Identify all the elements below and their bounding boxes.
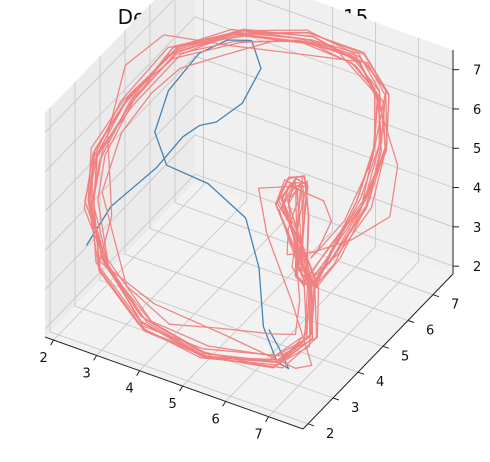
grid-line-y: [74, 82, 334, 399]
grid-line-x: [268, 37, 420, 418]
x-tick-mark: [136, 370, 141, 376]
y-tick-label: 2: [326, 427, 334, 442]
x-tick-label: 6: [211, 412, 219, 427]
x-tick-label: 7: [254, 428, 262, 443]
y-tick-label: 5: [401, 349, 409, 364]
x-tick-mark: [93, 355, 98, 361]
series-loop-5: [99, 34, 386, 369]
y-tick-label: 6: [426, 324, 434, 339]
grid-line-x: [182, 7, 334, 387]
x-tick-mark: [179, 385, 184, 392]
grid-line-z: [44, 0, 454, 133]
y-tick-label: 7: [451, 298, 459, 313]
x-axis-line: [44, 336, 304, 430]
x-tick-mark: [222, 401, 227, 407]
left-wall-pane: [45, 0, 195, 337]
grid-line-z: [44, 173, 454, 330]
y-axis-line: [302, 273, 454, 430]
z-tick-label: 5: [473, 142, 481, 157]
series-trajectory-0: [85, 39, 290, 370]
y-tick-mark: [332, 397, 340, 401]
x-tick-mark: [50, 339, 55, 346]
z-tick-label: 7: [473, 64, 481, 79]
grid-line-y: [49, 107, 309, 425]
grid-line-z: [44, 94, 454, 251]
data-series: [83, 28, 399, 370]
y-tick-label: 4: [376, 375, 384, 390]
y-tick-mark: [382, 345, 390, 349]
grid-line-x: [53, 0, 205, 341]
x-tick-label: 4: [125, 382, 133, 397]
series-loop-13: [89, 30, 379, 364]
series-loop-0: [101, 39, 399, 336]
x-tick-mark: [265, 416, 270, 422]
x-tick-label: 3: [82, 366, 90, 381]
y-tick-label: 3: [351, 401, 359, 416]
grid-line-y: [124, 30, 384, 347]
series-loop-9: [91, 32, 387, 369]
x-tick-label: 2: [39, 351, 47, 366]
y-tick-mark: [357, 371, 365, 375]
z-tick-label: 3: [473, 221, 481, 236]
y-tick-mark: [307, 423, 315, 427]
y-tick-mark: [432, 294, 440, 298]
axis-lines: [44, 50, 454, 430]
x-tick-label: 5: [168, 397, 176, 412]
axis-panes: [45, 0, 453, 429]
y-tick-mark: [407, 320, 415, 323]
back-wall-pane: [195, 0, 453, 274]
z-tick-label: 2: [473, 260, 481, 275]
z-tick-label: 4: [473, 182, 481, 197]
tick-labels: 2 3 4 5 6 7 2 3 4 5 6 7 2 3 4 5 6 7: [39, 64, 481, 443]
series-loop-12: [92, 32, 390, 361]
z-tick-label: 6: [473, 103, 481, 118]
grid-line-y: [99, 56, 359, 373]
series-loop-11: [92, 40, 387, 357]
